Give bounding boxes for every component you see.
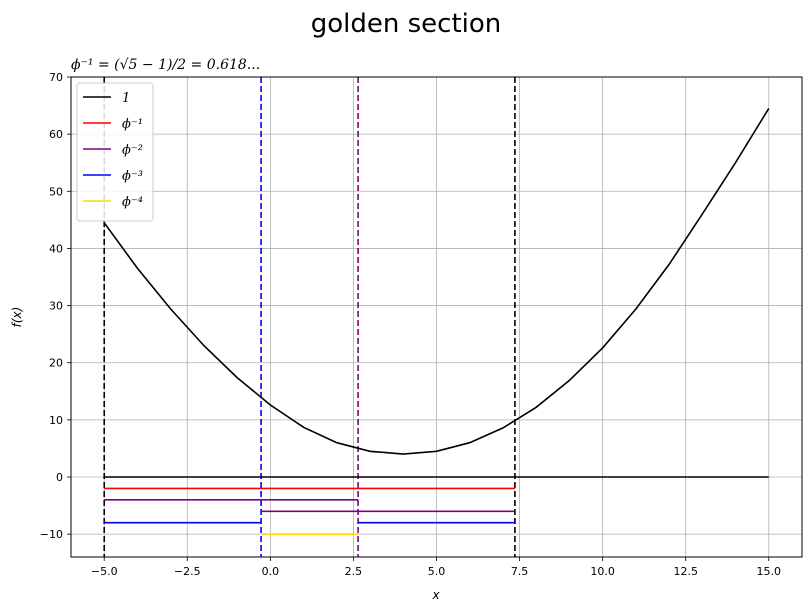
y-tick-label: −10 [40, 528, 63, 541]
y-tick-label: 50 [49, 185, 63, 198]
y-tick-label: 30 [49, 300, 63, 313]
legend-label: ϕ⁻⁴ [122, 195, 143, 210]
y-ticks: −10 0 10 20 30 40 50 60 70 [40, 71, 71, 541]
x-tick-label: −5.0 [91, 565, 118, 578]
function-curve-group [103, 107, 770, 455]
grid [71, 76, 802, 557]
y-tick-label: 40 [49, 242, 63, 255]
x-tick-label: −2.5 [174, 565, 201, 578]
x-tick-label: 0.0 [262, 565, 280, 578]
legend-label: ϕ⁻¹ [122, 117, 143, 132]
legend-label: ϕ⁻³ [122, 169, 143, 184]
y-tick-label: 20 [49, 357, 63, 370]
x-axis-label: x [431, 588, 440, 602]
x-tick-label: 7.5 [511, 565, 529, 578]
legend: 1 ϕ⁻¹ ϕ⁻² ϕ⁻³ ϕ⁻⁴ [76, 82, 154, 222]
y-tick-label: 60 [49, 128, 63, 141]
x-tick-label: 15.0 [757, 565, 782, 578]
legend-label: 1 [122, 91, 130, 106]
chart-subtitle: ϕ⁻¹ = (√5 − 1)/2 = 0.618... [71, 57, 260, 73]
series-lines [104, 476, 769, 535]
y-tick-label: 0 [56, 471, 63, 484]
x-tick-label: 12.5 [673, 565, 698, 578]
vertical-lines [103, 77, 516, 557]
x-tick-label: 5.0 [428, 565, 446, 578]
function-curve [103, 107, 770, 455]
x-tick-label: 2.5 [345, 565, 363, 578]
x-tick-label: 10.0 [590, 565, 615, 578]
y-tick-label: 10 [49, 414, 63, 427]
y-axis-label: f(x) [10, 307, 24, 328]
y-tick-label: 70 [49, 71, 63, 84]
legend-box [76, 82, 154, 222]
chart-title: golden section [311, 9, 502, 39]
legend-label: ϕ⁻² [122, 143, 143, 158]
x-ticks: −5.0 −2.5 0.0 2.5 5.0 7.5 10.0 12.5 15.0 [91, 557, 781, 578]
